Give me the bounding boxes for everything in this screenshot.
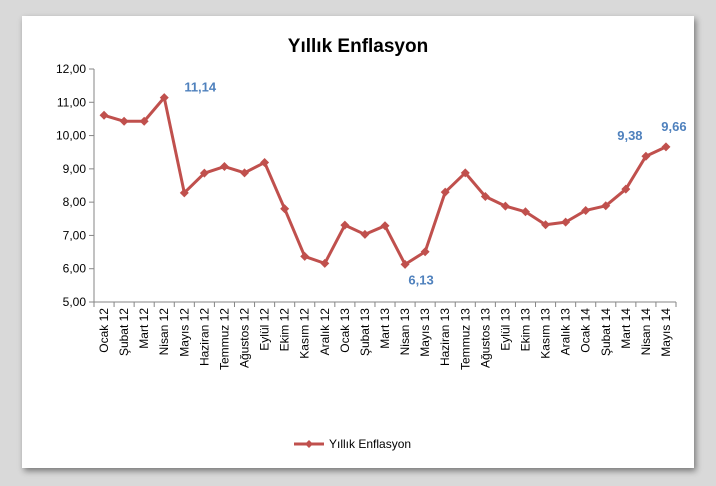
x-tick-label: Ağustos 12 xyxy=(238,308,252,368)
data-point-marker xyxy=(581,205,591,215)
data-point-marker xyxy=(300,251,310,261)
legend-marker-icon xyxy=(305,440,313,448)
x-tick-label: Aralık 12 xyxy=(318,308,332,356)
x-tick-label: Mayıs 14 xyxy=(659,308,673,357)
axes xyxy=(93,69,676,303)
x-tick-label: Kasım 13 xyxy=(539,308,553,359)
legend: Yıllık Enflasyon xyxy=(294,437,411,451)
x-tick-label: Ocak 14 xyxy=(579,308,593,353)
x-tick-label: Nisan 13 xyxy=(398,308,412,356)
data-labels: 11,14 6,13 9,38 9,66 xyxy=(184,80,686,288)
x-tick-label: Ağustos 13 xyxy=(478,308,492,368)
y-tick-label: 6,00 xyxy=(63,262,87,276)
x-tick-label: Kasım 12 xyxy=(298,308,312,359)
data-point-marker xyxy=(159,93,169,103)
data-point-marker xyxy=(360,229,370,239)
data-point-marker xyxy=(641,151,651,161)
y-tick-label: 8,00 xyxy=(63,195,87,209)
data-label: 9,66 xyxy=(661,119,686,134)
data-point-marker xyxy=(219,162,229,172)
series-layer xyxy=(99,93,671,269)
data-point-marker xyxy=(661,142,671,152)
x-tick-label: Nisan 14 xyxy=(639,308,653,356)
data-point-marker xyxy=(520,207,530,217)
y-axis-ticks: 5,00 6,00 7,00 8,00 9,00 10,00 11,00 12,00 xyxy=(56,62,94,309)
y-tick-label: 7,00 xyxy=(63,228,87,242)
data-point-marker xyxy=(240,168,250,178)
data-point-marker xyxy=(460,168,470,178)
data-point-marker xyxy=(601,201,611,211)
data-point-marker xyxy=(119,116,129,126)
x-tick-label: Mart 13 xyxy=(378,308,392,349)
x-tick-label: Ekim 12 xyxy=(278,308,292,352)
data-point-marker xyxy=(400,259,410,269)
x-tick-label: Aralık 13 xyxy=(559,308,573,356)
y-tick-label: 11,00 xyxy=(57,95,86,109)
data-label: 6,13 xyxy=(408,272,433,287)
data-point-marker xyxy=(320,258,330,268)
series-line xyxy=(103,96,667,266)
legend-label: Yıllık Enflasyon xyxy=(329,437,411,451)
x-tick-label: Şubat 14 xyxy=(599,308,613,356)
x-tick-label: Eylül 13 xyxy=(498,308,512,351)
data-point-marker xyxy=(480,191,490,201)
data-point-marker xyxy=(99,110,109,120)
data-label: 11,14 xyxy=(184,80,217,95)
y-tick-label: 12,00 xyxy=(56,62,86,76)
x-tick-label: Mayıs 13 xyxy=(418,308,432,357)
data-point-marker xyxy=(440,187,450,197)
x-tick-label: Ekim 13 xyxy=(518,308,532,352)
x-tick-label: Mart 12 xyxy=(137,308,151,349)
x-tick-label: Temmuz 12 xyxy=(217,308,231,370)
x-tick-label: Şubat 12 xyxy=(117,308,131,356)
data-point-marker xyxy=(621,184,631,194)
data-point-marker xyxy=(541,220,551,230)
data-point-marker xyxy=(500,201,510,211)
x-tick-label: Eylül 12 xyxy=(258,308,272,351)
x-tick-label: Haziran 12 xyxy=(197,308,211,366)
y-tick-label: 5,00 xyxy=(63,295,87,309)
x-tick-label: Ocak 13 xyxy=(338,308,352,353)
x-tick-label: Nisan 12 xyxy=(157,308,171,356)
y-tick-label: 10,00 xyxy=(56,129,86,143)
x-tick-label: Temmuz 13 xyxy=(458,308,472,370)
data-point-marker xyxy=(340,220,350,230)
chart-frame: Yıllık Enflasyon 5,00 6,00 7,00 8,00 9,00 10,… xyxy=(22,16,694,468)
x-axis-ticks: Ocak 12 Şubat 12 Mart 12 Nisan 12 Mayıs 12 Ha… xyxy=(93,302,677,370)
data-point-marker xyxy=(420,247,430,257)
data-point-marker xyxy=(139,116,149,126)
data-point-marker xyxy=(199,168,209,178)
data-label: 9,38 xyxy=(617,128,642,143)
data-point-marker xyxy=(280,204,290,214)
x-tick-label: Şubat 13 xyxy=(358,308,372,356)
y-tick-label: 9,00 xyxy=(63,162,87,176)
data-point-marker xyxy=(380,221,390,231)
data-point-marker xyxy=(561,217,571,227)
x-tick-label: Haziran 13 xyxy=(438,308,452,366)
x-tick-label: Ocak 12 xyxy=(97,308,111,353)
data-point-marker xyxy=(260,158,270,168)
x-tick-label: Mayıs 12 xyxy=(177,308,191,357)
line-chart: Yıllık Enflasyon 5,00 6,00 7,00 8,00 9,00 10,… xyxy=(56,36,687,451)
data-point-marker xyxy=(179,188,189,198)
chart-title: Yıllık Enflasyon xyxy=(288,36,428,57)
x-tick-label: Mart 14 xyxy=(619,308,633,349)
